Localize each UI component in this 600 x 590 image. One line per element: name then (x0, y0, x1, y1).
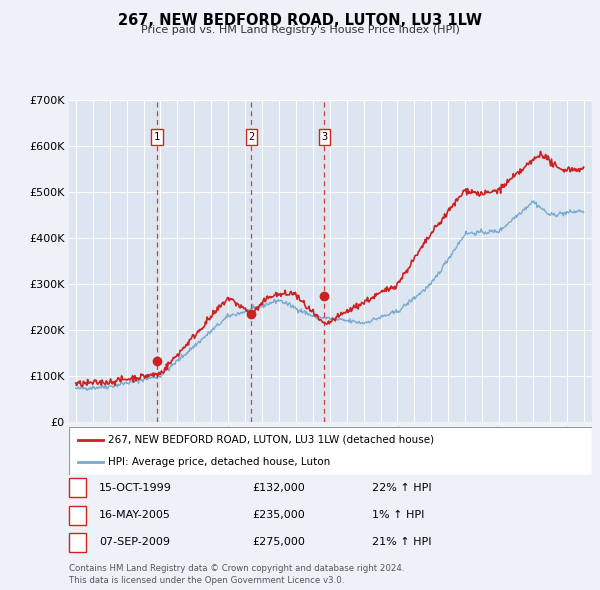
Text: 2: 2 (248, 132, 254, 142)
Text: 3: 3 (321, 132, 328, 142)
Text: 07-SEP-2009: 07-SEP-2009 (99, 537, 170, 547)
Text: 267, NEW BEDFORD ROAD, LUTON, LU3 1LW (detached house): 267, NEW BEDFORD ROAD, LUTON, LU3 1LW (d… (108, 435, 434, 445)
Text: 2: 2 (74, 510, 81, 520)
Text: 3: 3 (74, 537, 81, 547)
Text: £132,000: £132,000 (252, 483, 305, 493)
Text: 1% ↑ HPI: 1% ↑ HPI (372, 510, 424, 520)
Text: 267, NEW BEDFORD ROAD, LUTON, LU3 1LW: 267, NEW BEDFORD ROAD, LUTON, LU3 1LW (118, 13, 482, 28)
Text: 22% ↑ HPI: 22% ↑ HPI (372, 483, 431, 493)
Text: 15-OCT-1999: 15-OCT-1999 (99, 483, 172, 493)
Text: 16-MAY-2005: 16-MAY-2005 (99, 510, 171, 520)
Text: Price paid vs. HM Land Registry's House Price Index (HPI): Price paid vs. HM Land Registry's House … (140, 25, 460, 35)
Text: 1: 1 (74, 483, 81, 493)
Text: £275,000: £275,000 (252, 537, 305, 547)
Text: 1: 1 (154, 132, 160, 142)
Text: 21% ↑ HPI: 21% ↑ HPI (372, 537, 431, 547)
Text: £235,000: £235,000 (252, 510, 305, 520)
Text: HPI: Average price, detached house, Luton: HPI: Average price, detached house, Luto… (108, 457, 331, 467)
Text: Contains HM Land Registry data © Crown copyright and database right 2024.
This d: Contains HM Land Registry data © Crown c… (69, 565, 404, 585)
